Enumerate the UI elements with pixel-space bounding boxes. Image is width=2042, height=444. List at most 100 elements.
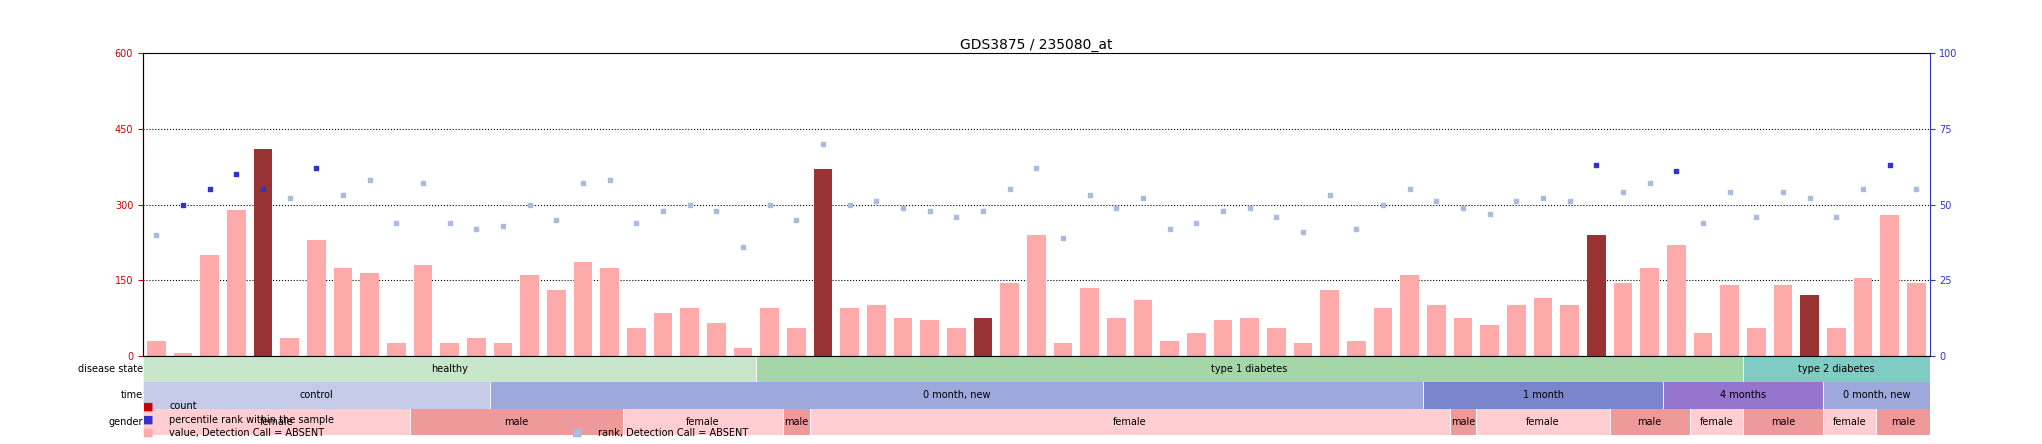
- Point: [1048, 234, 1080, 242]
- Text: control: control: [300, 390, 333, 400]
- FancyBboxPatch shape: [782, 408, 809, 435]
- Point: [1554, 198, 1587, 205]
- FancyBboxPatch shape: [1609, 408, 1689, 435]
- Bar: [894, 318, 913, 356]
- Point: [1501, 198, 1534, 205]
- Text: male: male: [1638, 417, 1662, 427]
- Bar: [1454, 318, 1472, 356]
- Point: [1527, 195, 1560, 202]
- Point: [1446, 204, 1478, 211]
- Text: rank, Detection Call = ABSENT: rank, Detection Call = ABSENT: [598, 428, 749, 438]
- Bar: [813, 169, 833, 356]
- Text: 0 month, new: 0 month, new: [1842, 390, 1909, 400]
- Text: time: time: [120, 390, 143, 400]
- Bar: [786, 328, 807, 356]
- Point: [539, 216, 572, 223]
- Point: [727, 243, 760, 250]
- Bar: [280, 338, 298, 356]
- Bar: [974, 318, 992, 356]
- Bar: [627, 328, 645, 356]
- Bar: [1001, 283, 1019, 356]
- Point: [1260, 213, 1293, 220]
- Text: female: female: [1525, 417, 1560, 427]
- Point: [1846, 186, 1879, 193]
- Point: [300, 165, 333, 172]
- Point: [274, 195, 306, 202]
- Point: [700, 207, 733, 214]
- Point: [1340, 225, 1372, 232]
- FancyBboxPatch shape: [410, 408, 623, 435]
- Point: [513, 201, 545, 208]
- Bar: [1160, 341, 1178, 356]
- Bar: [1640, 268, 1658, 356]
- Point: [566, 180, 598, 187]
- Point: [1740, 213, 1772, 220]
- Text: 0 month, new: 0 month, new: [923, 390, 990, 400]
- Point: [1074, 192, 1107, 199]
- Text: male: male: [504, 417, 529, 427]
- Text: 4 months: 4 months: [1719, 390, 1766, 400]
- Point: [486, 222, 519, 229]
- Text: male: male: [1891, 417, 1915, 427]
- Bar: [1107, 318, 1125, 356]
- Point: [1687, 219, 1719, 226]
- Bar: [174, 353, 192, 356]
- Text: male: male: [784, 417, 809, 427]
- Bar: [1881, 214, 1899, 356]
- FancyBboxPatch shape: [1744, 408, 1824, 435]
- Point: [194, 186, 227, 193]
- Bar: [547, 290, 566, 356]
- Bar: [760, 308, 778, 356]
- FancyBboxPatch shape: [1689, 408, 1744, 435]
- Bar: [1719, 285, 1740, 356]
- Point: [621, 219, 653, 226]
- FancyBboxPatch shape: [1824, 408, 1877, 435]
- Point: [1127, 195, 1160, 202]
- Point: [966, 207, 999, 214]
- Point: [1154, 225, 1186, 232]
- Bar: [600, 268, 619, 356]
- Bar: [1587, 235, 1605, 356]
- FancyBboxPatch shape: [1744, 356, 1930, 382]
- Bar: [1666, 245, 1687, 356]
- Point: [1899, 186, 1932, 193]
- Point: [992, 186, 1025, 193]
- Bar: [1186, 333, 1205, 356]
- FancyBboxPatch shape: [490, 382, 1423, 408]
- Point: [1180, 219, 1213, 226]
- Bar: [521, 275, 539, 356]
- Point: [1793, 195, 1826, 202]
- Bar: [733, 348, 751, 356]
- Bar: [1374, 308, 1393, 356]
- Point: [939, 213, 972, 220]
- Point: [913, 207, 945, 214]
- Point: [1019, 165, 1054, 172]
- Point: [353, 177, 386, 184]
- Point: [594, 177, 627, 184]
- Text: healthy: healthy: [431, 364, 468, 374]
- Bar: [1907, 283, 1926, 356]
- Point: [433, 219, 466, 226]
- Point: [1581, 162, 1613, 169]
- Bar: [680, 308, 698, 356]
- Bar: [1427, 305, 1446, 356]
- Bar: [1828, 328, 1846, 356]
- Bar: [253, 149, 272, 356]
- Bar: [227, 210, 245, 356]
- Point: [860, 198, 892, 205]
- Text: disease state: disease state: [78, 364, 143, 374]
- Text: type 1 diabetes: type 1 diabetes: [1211, 364, 1289, 374]
- Bar: [947, 328, 966, 356]
- Bar: [1348, 341, 1366, 356]
- Bar: [1854, 278, 1873, 356]
- Point: [1819, 213, 1852, 220]
- Point: [780, 216, 813, 223]
- Bar: [1027, 235, 1046, 356]
- Text: male: male: [1452, 417, 1474, 427]
- Bar: [415, 265, 433, 356]
- Text: value, Detection Call = ABSENT: value, Detection Call = ABSENT: [169, 428, 325, 438]
- Bar: [921, 321, 939, 356]
- Point: [886, 204, 919, 211]
- Text: 1 month: 1 month: [1523, 390, 1564, 400]
- Bar: [653, 313, 672, 356]
